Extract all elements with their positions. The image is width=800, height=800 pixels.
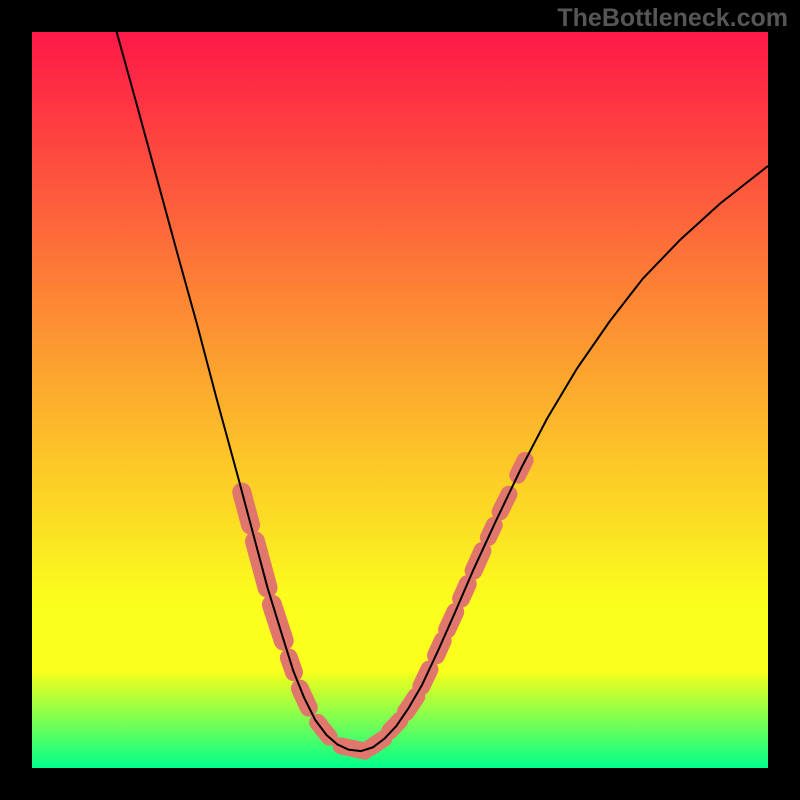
frame-right: [768, 0, 800, 800]
watermark-text: TheBottleneck.com: [557, 4, 788, 33]
frame-left: [0, 0, 32, 800]
plot-svg: [32, 32, 768, 768]
gradient-background: [32, 32, 768, 768]
frame-bottom: [0, 768, 800, 800]
plot-area: [32, 32, 768, 768]
